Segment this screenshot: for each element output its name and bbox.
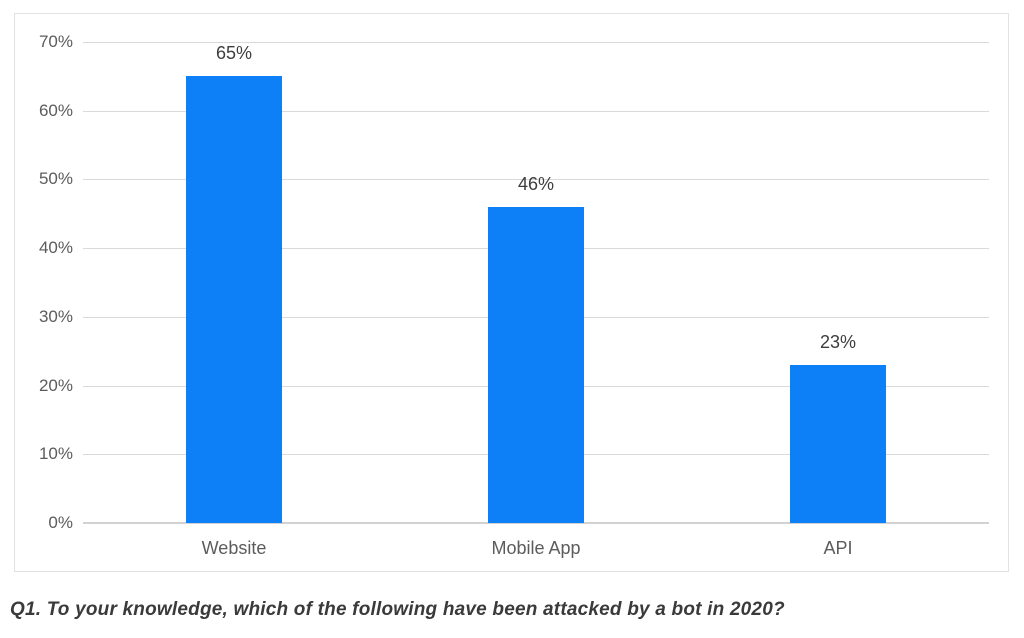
y-tick-label: 10% (38, 444, 73, 464)
y-tick-label: 60% (38, 100, 73, 120)
gridline (83, 42, 989, 43)
x-axis-line (83, 522, 989, 524)
bar-value-label: 23% (819, 331, 857, 352)
chart-caption: Q1. To your knowledge, which of the foll… (10, 599, 785, 620)
y-tick-label: 30% (38, 306, 73, 326)
gridline (83, 110, 989, 112)
x-category-label: Mobile App (491, 538, 581, 558)
y-tick-label: 20% (38, 375, 73, 395)
x-category-label: API (823, 538, 853, 558)
chart-plot-box: 0% 10% 20% 30% 40% 50% 60% 70% 65% Website 46% Mobi… (14, 13, 1009, 572)
y-tick-label: 70% (38, 32, 73, 51)
y-tick-label: 40% (38, 238, 73, 258)
x-category-label: Website (201, 538, 267, 558)
bar (488, 206, 584, 523)
bar-value-label: 65% (215, 43, 253, 64)
bar-value-label: 46% (517, 173, 555, 194)
y-tick-label: 50% (38, 169, 73, 189)
gridline (83, 179, 989, 181)
y-tick-label: 0% (48, 513, 73, 532)
bar (186, 76, 282, 523)
bar (790, 364, 886, 523)
